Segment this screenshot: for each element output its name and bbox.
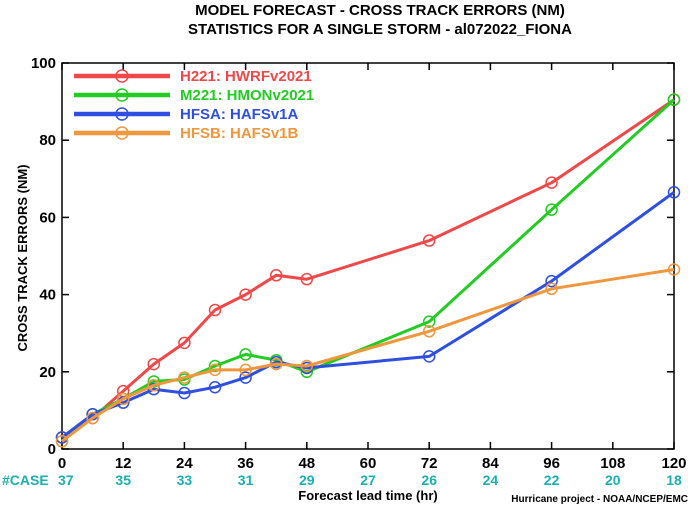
case-count-label: 35 [115, 472, 131, 488]
series-layer [55, 93, 681, 448]
x-axis-label: Forecast lead time (hr) [298, 488, 437, 503]
data-point [545, 282, 558, 296]
data-point [667, 263, 681, 276]
data-point [178, 336, 191, 350]
case-count-label: 37 [58, 472, 74, 488]
data-point [147, 357, 161, 371]
series-line [61, 268, 675, 443]
data-point [422, 315, 436, 328]
x-tick-label: 36 [237, 455, 254, 472]
data-point [208, 303, 222, 317]
x-tick-label: 84 [482, 455, 499, 472]
case-count-label: 24 [483, 472, 499, 488]
case-count-label: 20 [605, 472, 621, 488]
data-point [422, 350, 436, 363]
x-tick-label: 108 [600, 455, 625, 472]
y-tick-label: 40 [39, 287, 56, 304]
data-point [55, 435, 69, 448]
data-point [300, 272, 314, 286]
case-count-label: 29 [299, 472, 315, 488]
x-tick-label: 12 [115, 455, 132, 472]
data-point [545, 274, 558, 288]
credit-text: Hurricane project - NOAA/NCEP/EMC [511, 494, 688, 505]
y-tick-label: 60 [39, 209, 56, 226]
y-tick-label: 0 [48, 441, 56, 458]
legend-swatch-marker [115, 107, 129, 121]
case-count-label: 18 [666, 472, 682, 488]
x-tick-label: 24 [176, 455, 193, 472]
x-tick-label: 48 [298, 455, 315, 472]
data-point [178, 386, 191, 400]
x-tick-label: 96 [543, 455, 560, 472]
x-tick-label: 0 [58, 455, 66, 472]
case-count-label: 27 [360, 472, 376, 488]
series-2 [55, 186, 681, 444]
series-3 [55, 263, 681, 448]
data-point [178, 371, 191, 384]
legend-swatch-marker [115, 126, 129, 140]
legend: H221: HWRFv2021 M221: HMONv2021 HFSA: HAFS… [74, 68, 314, 142]
data-point [239, 288, 252, 301]
case-count-label: 33 [177, 472, 193, 488]
data-point [545, 176, 558, 189]
data-point [545, 203, 558, 216]
data-point [300, 359, 314, 373]
case-count-label: 31 [238, 472, 254, 488]
chart-title: MODEL FORECAST - CROSS TRACK ERRORS (NM) [195, 2, 565, 19]
data-point [239, 348, 252, 361]
data-point [239, 371, 252, 384]
y-tick-label: 100 [31, 55, 56, 72]
legend-entry-label: HFSB: HAFSv1B [180, 125, 299, 142]
data-point [422, 234, 436, 247]
legend-swatch-marker [115, 69, 129, 83]
legend-swatch-marker [115, 88, 129, 102]
data-point [86, 411, 99, 425]
y-tick-label: 80 [39, 132, 56, 149]
case-count-label: 26 [421, 472, 437, 488]
x-tick-label: 120 [661, 455, 686, 472]
data-point [116, 392, 130, 406]
x-tick-label: 60 [360, 455, 377, 472]
data-point [208, 359, 222, 373]
data-point [147, 379, 161, 392]
y-tick-label: 20 [39, 364, 56, 381]
data-point [667, 93, 681, 106]
legend-entry-label: HFSA: HAFSv1A [180, 106, 299, 123]
series-line [61, 191, 675, 439]
data-point [239, 363, 252, 377]
data-point [667, 186, 681, 199]
data-point [147, 375, 161, 388]
data-point [208, 363, 222, 377]
y-axis-label: CROSS TRACK ERRORS (NM) [15, 164, 30, 351]
data-point [422, 325, 436, 338]
legend-entry-label: H221: HWRFv2021 [180, 68, 312, 85]
x-tick-label: 72 [421, 455, 438, 472]
data-point [269, 357, 283, 371]
case-label: #CASE [2, 472, 49, 488]
case-count-label: 22 [544, 472, 560, 488]
data-point [208, 380, 222, 394]
data-point [269, 269, 283, 282]
chart-subtitle: STATISTICS FOR A SINGLE STORM - al072022… [188, 21, 572, 38]
axes-layer: 0 20 40 60 80 100 0 12 24 36 48 60 72 84 96 108 120 37 35 3… [31, 55, 687, 488]
legend-entry-label: M221: HMONv2021 [180, 87, 314, 104]
